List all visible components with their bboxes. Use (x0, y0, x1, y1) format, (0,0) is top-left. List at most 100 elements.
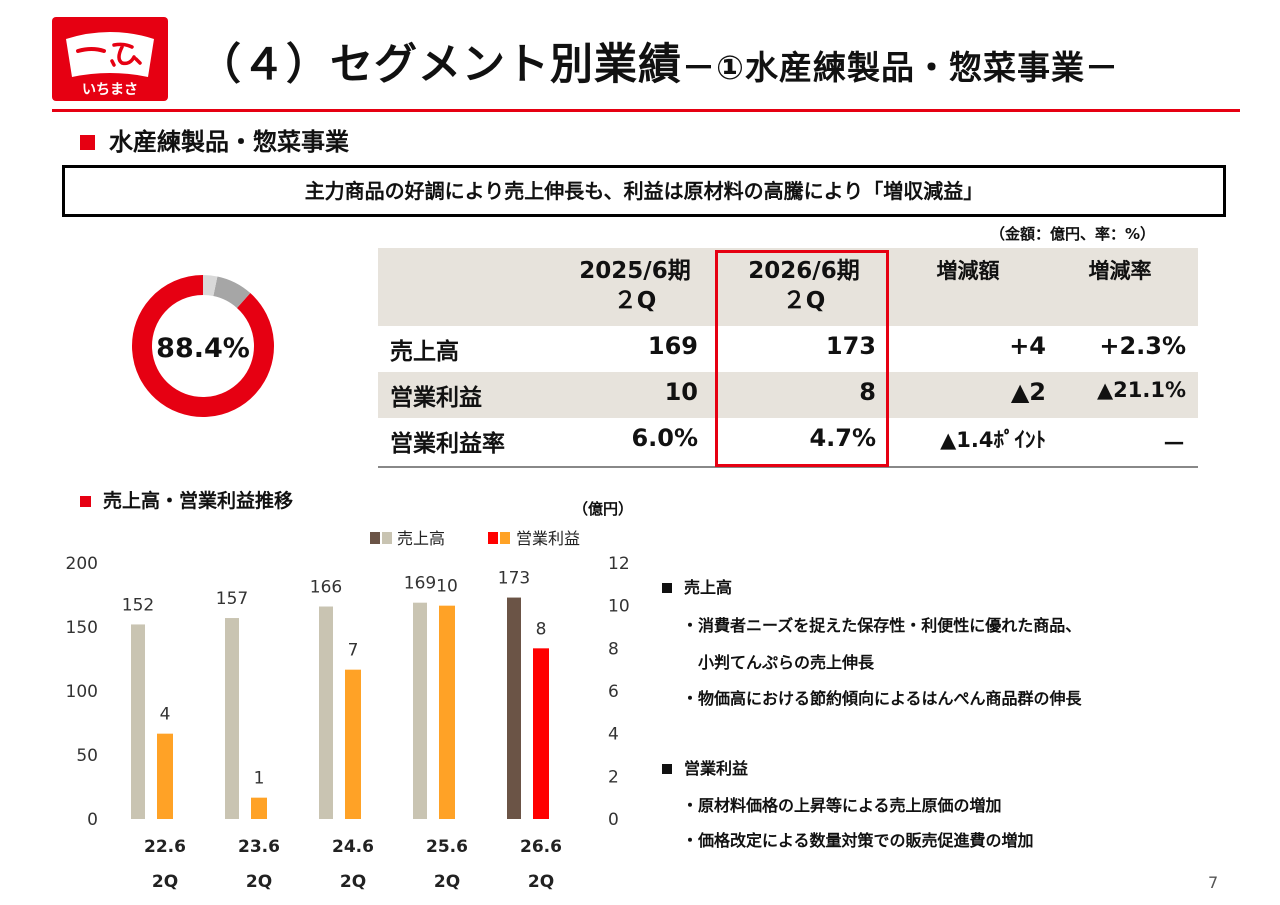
row-prev: 169 (647, 332, 698, 360)
share-donut: 88.4% (128, 266, 278, 426)
header-curr: 2026/6期 ２Q (748, 258, 860, 314)
category-label: 23.6 (238, 837, 280, 857)
sales-bar (131, 624, 145, 819)
legend-swatch-profit-highlight (488, 532, 498, 544)
row-rate: +2.3% (1099, 332, 1186, 360)
category-label: 22.6 (144, 837, 186, 857)
bullet-square-icon (80, 496, 91, 507)
table-row: 営業利益 10 8 ▲2 ▲21.1% (378, 372, 1198, 418)
sales-bar (413, 602, 427, 819)
category-label: 25.6 (426, 837, 468, 857)
category-label-sub: 2Q (246, 872, 272, 892)
row-label: 売上高 (390, 339, 459, 365)
row-prev: 6.0% (631, 424, 698, 452)
page-title-main: （４）セグメント別業績 (198, 40, 682, 90)
category-label-sub: 2Q (528, 872, 554, 892)
note-line: ・価格改定による数量対策での販売促進費の増加 (682, 831, 1034, 850)
right-axis-tick: 2 (608, 767, 619, 787)
row-rate: － (1162, 430, 1186, 458)
donut-other-segment-2 (132, 275, 274, 417)
profit-data-label: 8 (536, 619, 547, 639)
row-rate: ▲21.1% (1096, 378, 1186, 402)
row-curr: 8 (859, 378, 876, 406)
sales-data-label: 157 (216, 589, 248, 609)
sales-data-label: 173 (498, 569, 530, 589)
right-axis-tick: 8 (608, 639, 619, 659)
header-prev: 2025/6期 ２Q (579, 258, 691, 314)
chart-heading: 売上高・営業利益推移 (80, 486, 293, 513)
page-title-sub: －①水産練製品・惣菜事業－ (682, 48, 1119, 87)
right-axis-tick: 10 (608, 597, 630, 617)
note-line: ・物価高における節約傾向によるはんぺん商品群の伸長 (682, 689, 1082, 708)
category-label-sub: 2Q (152, 872, 178, 892)
right-axis-tick: 6 (608, 682, 619, 702)
company-logo: いちまさ (52, 17, 168, 101)
sales-data-label: 152 (122, 595, 154, 615)
header-diff: 増減額 (936, 259, 1000, 283)
table-row: 売上高 169 173 +4 +2.3% (378, 326, 1198, 372)
header-rate: 増減率 (1088, 259, 1152, 283)
left-axis-tick: 100 (66, 682, 98, 702)
right-axis-tick: 4 (608, 725, 619, 745)
bullet-square-icon (662, 583, 672, 593)
note-heading-sales: 売上高 (662, 574, 732, 598)
row-label: 営業利益 (390, 385, 482, 411)
category-label: 26.6 (520, 837, 562, 857)
row-curr: 4.7% (809, 424, 876, 452)
sales-data-label: 166 (310, 578, 342, 598)
left-axis-tick: 200 (66, 554, 98, 574)
legend-swatch-profit (500, 532, 510, 544)
profit-data-label: 4 (160, 705, 171, 725)
donut-label: 88.4% (156, 333, 250, 364)
bullet-square-icon (80, 135, 95, 150)
donut-other-segment (132, 275, 274, 417)
row-curr: 173 (825, 332, 876, 360)
table-row: 営業利益率 6.0% 4.7% ▲1.4ﾎﾟｲﾝﾄ － (378, 418, 1198, 466)
profit-bar (533, 648, 549, 819)
row-diff: +4 (1009, 332, 1046, 360)
right-axis-tick: 0 (608, 810, 619, 830)
bullet-square-icon (662, 764, 672, 774)
logo-mark: いちまさ (66, 32, 154, 98)
chart-legend: 売上高 営業利益 (370, 529, 580, 548)
category-label-sub: 2Q (434, 872, 460, 892)
category-label: 24.6 (332, 837, 374, 857)
right-axis-tick: 12 (608, 554, 630, 574)
table-bottom-border (378, 466, 1198, 468)
sales-data-label: 169 (404, 574, 436, 594)
legend-sales-label: 売上高 (397, 529, 445, 548)
note-line: ・消費者ニーズを捉えた保存性・利便性に優れた商品、 (682, 616, 1082, 635)
sales-bar (319, 606, 333, 819)
left-axis-tick: 150 (66, 618, 98, 638)
profit-bar (439, 605, 455, 819)
sales-bar (507, 597, 521, 819)
left-axis-tick: 50 (76, 746, 98, 766)
left-axis-tick: 0 (87, 810, 98, 830)
profit-data-label: 7 (348, 641, 359, 661)
profit-bar (157, 733, 173, 819)
row-label: 営業利益率 (390, 431, 505, 457)
page-number: 7 (1208, 873, 1219, 892)
current-period-highlight (715, 250, 889, 467)
sales-bar (225, 618, 239, 819)
logo-text: いちまさ (82, 82, 138, 98)
row-prev: 10 (664, 378, 698, 406)
page-title: （４）セグメント別業績－①水産練製品・惣菜事業－ (198, 38, 1119, 95)
table-header-row: 2025/6期 ２Q 2026/6期 ２Q 増減額 増減率 (378, 248, 1198, 326)
legend-profit-label: 営業利益 (516, 529, 580, 548)
row-diff: ▲1.4ﾎﾟｲﾝﾄ (940, 428, 1046, 452)
note-line: ・原材料価格の上昇等による売上原価の増加 (682, 796, 1002, 815)
chart-unit: （億円） (573, 500, 633, 518)
profit-bar (345, 669, 361, 819)
profit-data-label: 10 (436, 577, 458, 597)
profit-data-label: 1 (254, 769, 265, 789)
note-line: 小判てんぷらの売上伸長 (682, 653, 875, 672)
row-diff: ▲2 (1010, 378, 1046, 406)
sales-profit-chart: （億円） 売上高 営業利益 0 50 100 150 200 0 2 4 6 8 10 12 152… (50, 492, 650, 897)
profit-bar (251, 797, 267, 819)
section-heading: 水産練製品・惣菜事業 (80, 122, 349, 157)
summary-box: 主力商品の好調により売上伸長も、利益は原材料の高騰により「増収減益」 (62, 165, 1226, 217)
unit-note: （金額：億円、率：%） (990, 225, 1156, 243)
category-label-sub: 2Q (340, 872, 366, 892)
legend-swatch-sales-highlight (370, 532, 380, 544)
